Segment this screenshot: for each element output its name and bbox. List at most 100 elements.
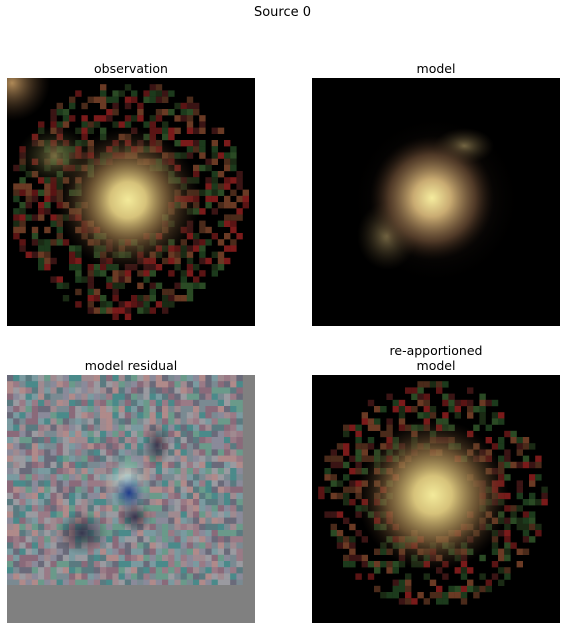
residual-pixel <box>81 430 88 438</box>
residual-pixel <box>131 579 138 586</box>
noise-pixel <box>44 189 51 196</box>
residual-pixel <box>13 561 20 568</box>
residual-pixel <box>19 418 26 425</box>
noise-pixel <box>417 393 424 400</box>
noise-pixel <box>467 567 474 574</box>
noise-pixel <box>498 437 505 444</box>
residual-pixel <box>174 517 181 524</box>
noise-pixel <box>155 282 163 289</box>
noise-pixel <box>137 109 144 116</box>
residual-pixel <box>31 579 39 586</box>
residual-pixel <box>87 449 94 456</box>
residual-pixel <box>19 387 26 394</box>
residual-pixel <box>87 474 94 481</box>
noise-pixel <box>355 455 362 462</box>
noise-pixel <box>131 90 138 97</box>
residual-pixel <box>13 430 20 438</box>
noise-pixel <box>106 307 113 314</box>
residual-pixel <box>69 437 76 444</box>
residual-pixel <box>19 381 26 388</box>
noise-pixel <box>374 561 381 568</box>
residual-pixel <box>149 579 156 586</box>
residual-pixel <box>25 461 32 469</box>
residual-pixel <box>211 561 218 568</box>
noise-pixel <box>522 530 530 537</box>
residual-pixel <box>236 554 243 562</box>
residual-pixel <box>19 399 26 407</box>
residual-pixel <box>81 499 88 506</box>
noise-pixel <box>510 430 517 438</box>
residual-pixel <box>205 424 212 431</box>
residual-pixel <box>44 399 51 407</box>
residual-pixel <box>149 554 156 562</box>
residual-pixel <box>230 579 237 586</box>
reapportioned-svg <box>312 375 560 623</box>
residual-pixel <box>38 517 45 524</box>
residual-pixel <box>162 542 169 549</box>
noise-pixel <box>124 102 132 110</box>
residual-pixel <box>124 412 132 419</box>
noise-pixel <box>25 183 32 190</box>
noise-pixel <box>224 177 231 184</box>
noise-pixel <box>69 245 76 252</box>
residual-pixel <box>19 406 26 413</box>
noise-pixel <box>522 511 530 518</box>
residual-pixel <box>81 492 88 500</box>
noise-pixel <box>448 393 455 400</box>
noise-pixel <box>349 499 356 506</box>
noise-pixel <box>374 424 381 431</box>
noise-pixel <box>236 214 243 221</box>
noise-pixel <box>38 264 45 271</box>
residual-pixel <box>137 381 144 388</box>
residual-pixel <box>236 461 243 469</box>
residual-pixel <box>155 486 163 493</box>
residual-pixel <box>19 567 26 574</box>
residual-pixel <box>149 505 156 512</box>
noise-pixel <box>349 548 356 555</box>
residual-pixel <box>13 554 20 562</box>
residual-pixel <box>211 517 218 524</box>
residual-pixel <box>168 567 175 574</box>
noise-pixel <box>193 146 200 153</box>
residual-pixel <box>168 523 175 531</box>
residual-pixel <box>230 567 237 574</box>
residual-pixel <box>205 499 212 506</box>
noise-pixel <box>143 90 150 97</box>
noise-pixel <box>13 220 20 227</box>
residual-pixel <box>168 381 175 388</box>
residual-pixel <box>143 424 150 431</box>
noise-pixel <box>124 307 132 314</box>
noise-pixel <box>50 220 57 227</box>
residual-pixel <box>230 443 237 450</box>
residual-pixel <box>25 480 32 487</box>
noise-pixel <box>75 251 82 258</box>
residual-pixel <box>162 480 169 487</box>
noise-pixel <box>392 561 399 568</box>
noise-pixel <box>13 164 20 172</box>
residual-pixel <box>25 418 32 425</box>
residual-pixel <box>205 480 212 487</box>
noise-pixel <box>535 530 542 537</box>
residual-pixel <box>124 536 132 543</box>
residual-pixel <box>174 499 181 506</box>
residual-pixel <box>211 579 218 586</box>
residual-pixel <box>224 554 231 562</box>
residual-pixel <box>155 412 163 419</box>
residual-pixel <box>62 561 70 568</box>
residual-pixel <box>124 579 132 586</box>
noise-pixel <box>442 399 449 407</box>
residual-pixel <box>217 486 225 493</box>
noise-pixel <box>106 109 113 116</box>
residual-pixel <box>69 381 76 388</box>
residual-pixel <box>100 430 107 438</box>
residual-pixel <box>69 455 76 462</box>
residual-pixel <box>217 387 225 394</box>
noise-pixel <box>193 127 200 134</box>
residual-pixel <box>38 561 45 568</box>
residual-pixel <box>31 375 39 382</box>
residual-pixel <box>19 437 26 444</box>
residual-pixel <box>69 424 76 431</box>
noise-pixel <box>155 127 163 134</box>
residual-pixel <box>199 430 206 438</box>
noise-pixel <box>343 517 350 524</box>
